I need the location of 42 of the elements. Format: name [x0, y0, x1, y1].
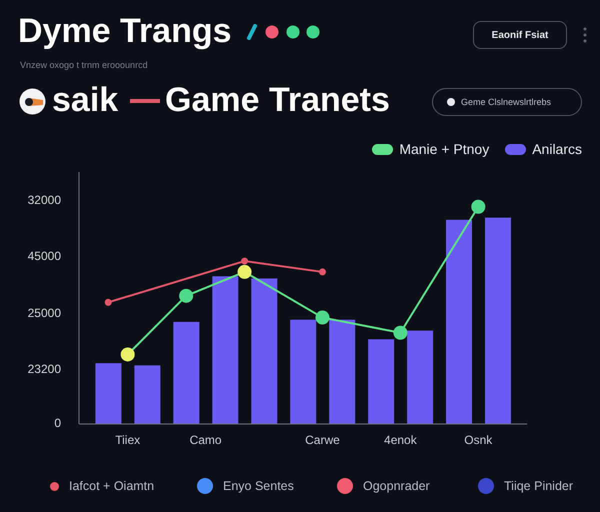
x-tick-label: Camo — [190, 433, 222, 447]
text: 32000 — [28, 193, 61, 207]
bar — [368, 339, 394, 424]
text: 25000 — [28, 306, 61, 320]
point — [471, 200, 486, 214]
bar — [446, 220, 472, 424]
text: Enyo Sentes — [223, 479, 294, 493]
point — [238, 264, 252, 279]
point — [318, 268, 326, 276]
bar — [407, 330, 434, 424]
text: saik — [52, 81, 118, 119]
x-tick-label: Tiiex — [115, 433, 140, 447]
text: Geme Clslnewslrtlrebs — [461, 97, 552, 107]
bar — [212, 276, 238, 424]
text: Game Tranets — [165, 81, 390, 119]
chart-subtitle: Vnzew oxogo t trnm erooounrcd — [20, 60, 148, 70]
point — [120, 347, 135, 362]
x-tick-label: 4enok — [384, 433, 418, 447]
text: 0 — [54, 416, 61, 430]
text: Iafcot + Oiamtn — [69, 479, 154, 493]
bar — [290, 320, 316, 424]
text: 45000 — [28, 249, 61, 263]
bar — [134, 365, 160, 424]
bar — [329, 320, 356, 424]
legend-label: Manie + Ptnoy — [399, 141, 490, 157]
point — [241, 258, 248, 265]
text: Ogopnrader — [363, 479, 430, 493]
point — [104, 298, 112, 306]
point — [393, 326, 408, 340]
bar — [484, 218, 511, 424]
legend-label: Anilarcs — [532, 141, 582, 157]
point — [179, 288, 194, 303]
point — [315, 310, 330, 325]
x-tick-label: Osnk — [464, 433, 494, 447]
x-tick-label: Carwe — [305, 433, 340, 447]
bar — [173, 322, 200, 424]
chart-title: Dyme Trangs — [18, 12, 232, 51]
text: Tiiqe Pinider — [504, 479, 574, 493]
text: 23200 — [28, 362, 61, 376]
bar — [95, 363, 122, 424]
bar — [251, 278, 278, 424]
text: Eaonif Fsiat — [492, 30, 548, 40]
